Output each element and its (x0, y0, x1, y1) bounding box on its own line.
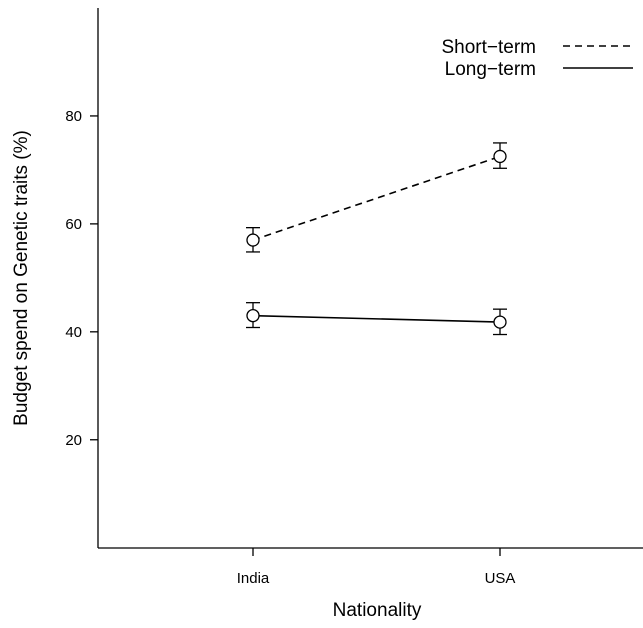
data-point (493, 149, 507, 164)
series-line (252, 314, 501, 323)
y-tick-label: 20 (65, 432, 82, 449)
axes (97, 8, 643, 549)
legend-label: Short−term (441, 37, 536, 58)
x-tick-label: USA (485, 570, 516, 587)
series-short-term (246, 142, 507, 253)
x-axis-title: Nationality (333, 600, 422, 621)
data-point (246, 233, 260, 247)
y-tick-label: 80 (65, 108, 82, 125)
legend-label: Long−term (445, 59, 536, 80)
series-long-term (246, 302, 507, 336)
y-tick-label: 40 (65, 324, 82, 341)
y-tick-label: 60 (65, 216, 82, 233)
series-layer (246, 142, 507, 336)
y-axis-title: Budget spend on Genetic traits (%) (11, 130, 32, 426)
data-point (493, 315, 507, 329)
y-ticks: 20 40 60 80 (65, 108, 98, 449)
data-point (246, 308, 260, 323)
x-ticks: India USA (237, 548, 516, 587)
series-line (252, 155, 501, 241)
x-tick-label: India (237, 570, 270, 587)
